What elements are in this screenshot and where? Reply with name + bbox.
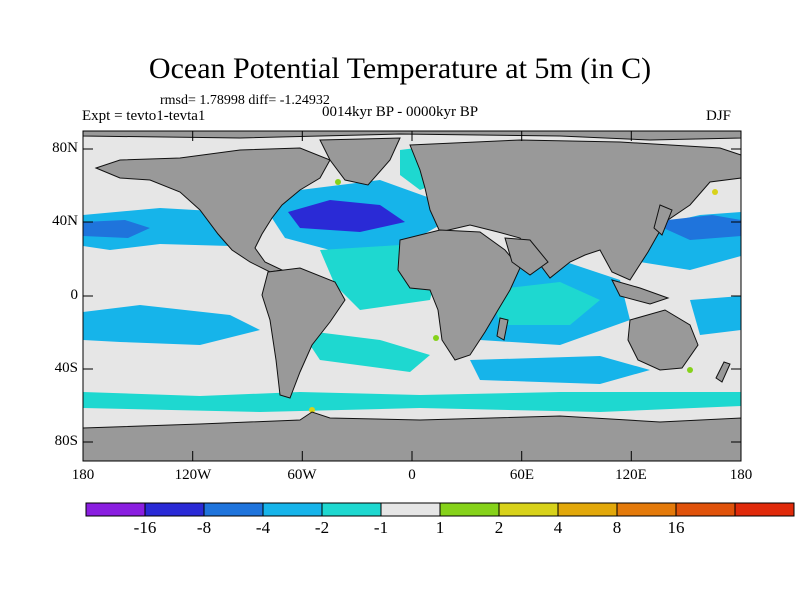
colorbar-label: -4 [255, 518, 271, 537]
colorbar-box [321, 502, 382, 517]
colorbar [85, 502, 795, 517]
colorbar-box [675, 502, 736, 517]
land-maritime-asia [611, 279, 670, 305]
colorbar-label: 2 [494, 518, 504, 537]
lon-label-60e: 60E [509, 467, 535, 483]
anomaly-south-atlantic [300, 330, 430, 372]
anomaly-warm-speck [309, 407, 315, 413]
experiment-label: Expt = tevto1-tevta1 [82, 108, 206, 124]
colorbar-label: 8 [612, 518, 622, 537]
colorbar-label: 1 [435, 518, 445, 537]
land-africa [397, 229, 521, 361]
anomaly-west-pacific-core [650, 215, 741, 240]
anomaly-warm-speck [712, 189, 718, 195]
colorbar-label: 4 [553, 518, 563, 537]
land-australia [627, 309, 699, 371]
anomaly-warm-speck [335, 179, 341, 185]
stats-text: rmsd= 1.78998 diff= -1.24932 [160, 93, 330, 108]
plot-title: Ocean Potential Temperature at 5m (in C) [148, 52, 652, 85]
colorbar-label: -2 [314, 518, 330, 537]
lon-label-60w: 60W [287, 467, 317, 483]
lat-label-80s: 80S [54, 433, 78, 449]
anomaly-south-pacific-west [690, 296, 741, 335]
colorbar-label: -8 [196, 518, 212, 537]
lon-ticks [192, 131, 632, 461]
colorbar-box [616, 502, 677, 517]
anomaly-indian-ocean-inner [490, 282, 600, 325]
anomaly-southern-indian [470, 356, 650, 384]
lon-label-120w: 120W [174, 467, 212, 483]
land-south-america [261, 267, 346, 399]
lat-ticks [83, 148, 741, 443]
colorbar-box [498, 502, 559, 517]
lon-label-180e: 180 [729, 467, 753, 483]
colorbar-box [203, 502, 264, 517]
period-label: 0014kyr BP - 0000kyr BP [322, 104, 479, 120]
anomaly-north-atlantic-core [288, 200, 405, 232]
lon-label-0: 0 [408, 467, 416, 483]
land-north-america [94, 147, 331, 273]
anomaly-south-pacific-east [83, 305, 260, 345]
anomaly-warm-speck [687, 367, 693, 373]
colorbar-box [439, 502, 500, 517]
colorbar-label: -16 [133, 518, 157, 537]
lon-label-120e: 120E [615, 467, 647, 483]
colorbar-box [85, 502, 146, 517]
lat-label-80n: 80N [52, 140, 78, 156]
land-madagascar [496, 317, 509, 341]
anomaly-warm-speck [433, 335, 439, 341]
colorbar-box [734, 502, 795, 517]
anomaly-north-pacific-core [83, 220, 150, 238]
land-japan [653, 204, 673, 236]
land-greenland [319, 137, 401, 186]
lat-label-0: 0 [70, 287, 79, 303]
lat-label-40n: 40N [52, 213, 78, 229]
colorbar-box [144, 502, 205, 517]
land-arabia [504, 237, 549, 276]
season-label: DJF [706, 108, 732, 124]
colorbar-box [557, 502, 618, 517]
land-new-zealand [715, 361, 731, 383]
land-masses [82, 130, 742, 462]
colorbar-box [380, 502, 441, 517]
lat-label-40s: 40S [54, 360, 78, 376]
colorbar-box [262, 502, 323, 517]
anomaly-southern-ocean [83, 392, 741, 412]
colorbar-label: -1 [373, 518, 389, 537]
lon-label-180w: 180 [71, 467, 95, 483]
colorbar-label: 16 [667, 518, 685, 537]
